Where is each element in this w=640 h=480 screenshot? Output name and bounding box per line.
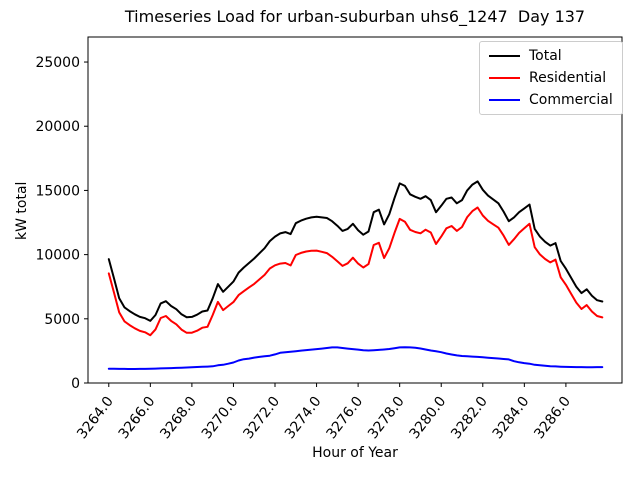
y-tick-label: 20000 — [35, 119, 80, 135]
legend-entry-residential: Residential — [489, 70, 613, 87]
legend-entry-total: Total — [489, 48, 613, 65]
x-tick-label: 3270.0 — [199, 394, 242, 442]
residential-line — [107, 206, 604, 337]
y-tick-label: 0 — [71, 376, 80, 392]
y-tick-label: 10000 — [35, 248, 80, 264]
legend-entry-commercial: Commercial — [489, 92, 613, 109]
chart-title: Timeseries Load for urban-suburban uhs6_… — [124, 7, 586, 26]
x-tick-label: 3284.0 — [490, 394, 533, 442]
legend-label-residential: Residential — [529, 69, 607, 86]
x-tick-label: 3286.0 — [531, 394, 574, 442]
legend-label-total: Total — [529, 48, 562, 64]
x-tick-label: 3266.0 — [116, 394, 159, 442]
x-tick-label: 3264.0 — [74, 394, 117, 442]
y-tick-label: 15000 — [35, 183, 80, 199]
legend-line-swatch-commercial — [489, 98, 520, 101]
x-tick-label: 3280.0 — [407, 394, 450, 442]
y-axis-label: kW total — [14, 181, 30, 240]
x-tick-label: 3276.0 — [323, 394, 366, 442]
x-tick-label: 3272.0 — [240, 394, 283, 442]
commercial-line — [107, 346, 604, 370]
legend-line-swatch-residential — [489, 77, 520, 80]
legend: Total Residential Commercial — [479, 41, 623, 116]
x-tick-label: 3274.0 — [282, 394, 325, 442]
x-tick-label: 3282.0 — [448, 394, 491, 442]
plot-frame — [87, 36, 623, 384]
x-axis-label: Hour of Year — [312, 445, 398, 461]
y-tick-label: 25000 — [35, 55, 80, 71]
x-tick-label: 3278.0 — [365, 394, 408, 442]
y-tick-label: 5000 — [44, 312, 80, 328]
legend-label-commercial: Commercial — [529, 91, 613, 108]
x-tick-label: 3268.0 — [157, 394, 200, 442]
total-line — [107, 180, 604, 322]
legend-line-swatch-total — [489, 55, 520, 58]
